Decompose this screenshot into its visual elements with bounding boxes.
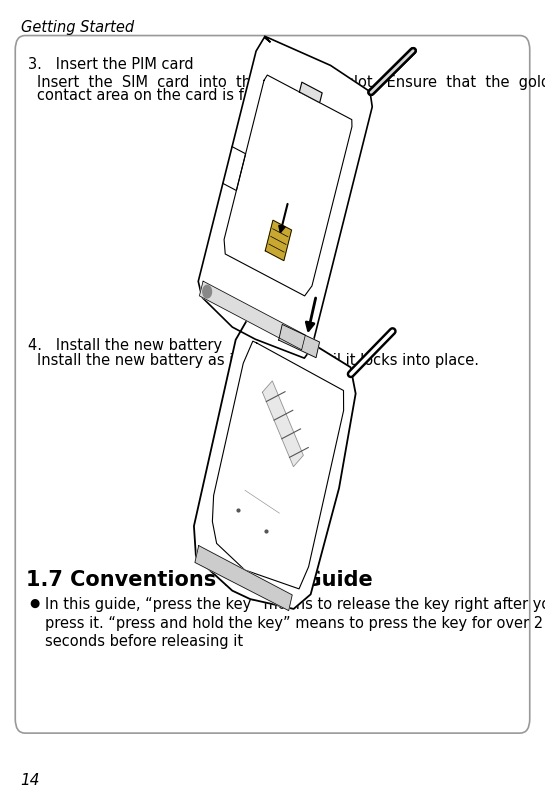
Text: 1.7 Conventions in this Guide: 1.7 Conventions in this Guide <box>26 570 373 590</box>
Polygon shape <box>198 36 372 358</box>
Text: Install the new battery as illustrated until it locks into place.: Install the new battery as illustrated u… <box>37 353 479 368</box>
Text: 3.   Insert the PIM card: 3. Insert the PIM card <box>28 57 194 72</box>
Text: seconds before releasing it: seconds before releasing it <box>45 634 243 649</box>
Text: contact area on the card is facing downwards: contact area on the card is facing downw… <box>37 88 372 103</box>
Text: Insert  the  SIM  card  into  the  SIM  card  slot.  Ensure  that  the  golden: Insert the SIM card into the SIM card sl… <box>37 75 545 90</box>
Polygon shape <box>194 319 356 609</box>
FancyBboxPatch shape <box>15 36 530 733</box>
Text: press it. “press and hold the key” means to press the key for over 2: press it. “press and hold the key” means… <box>45 616 543 631</box>
Polygon shape <box>265 220 292 261</box>
Polygon shape <box>299 82 322 103</box>
Text: ●: ● <box>29 597 40 610</box>
Polygon shape <box>195 546 292 611</box>
Text: 14: 14 <box>21 773 40 788</box>
Circle shape <box>203 285 211 298</box>
Text: In this guide, “press the key” means to release the key right after you: In this guide, “press the key” means to … <box>45 597 545 612</box>
Text: 4.   Install the new battery: 4. Install the new battery <box>28 338 222 353</box>
Polygon shape <box>263 381 304 467</box>
Polygon shape <box>199 281 305 350</box>
Polygon shape <box>278 325 319 358</box>
Text: Getting Started: Getting Started <box>21 20 134 35</box>
